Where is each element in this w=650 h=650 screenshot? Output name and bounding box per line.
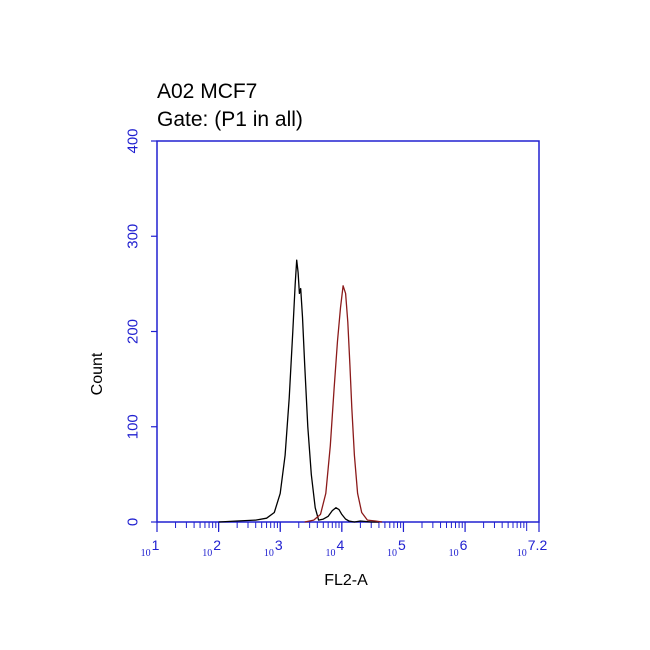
histogram-series-1 [218, 259, 379, 523]
histogram-series-2 [304, 285, 383, 523]
y-tick-label: 400 [125, 128, 142, 153]
y-tick-label: 0 [125, 518, 142, 526]
chart-title: A02 MCF7 [157, 80, 258, 103]
x-tick-label: 104 [325, 537, 344, 559]
y-tick-label: 200 [125, 319, 142, 344]
y-axis-label: Count [89, 352, 106, 395]
x-tick-label: 105 [387, 537, 406, 559]
x-tick-label: 103 [264, 537, 283, 559]
y-tick-label: 300 [125, 224, 142, 249]
x-tick-label: 102 [202, 537, 221, 559]
x-axis-label: FL2-A [324, 572, 368, 589]
chart-subtitle: Gate: (P1 in all) [157, 108, 303, 131]
x-tick-label: 101 [141, 537, 160, 559]
x-tick-label: 107.2 [517, 537, 548, 559]
y-tick-label: 100 [125, 414, 142, 439]
x-tick-label: 106 [449, 537, 468, 559]
